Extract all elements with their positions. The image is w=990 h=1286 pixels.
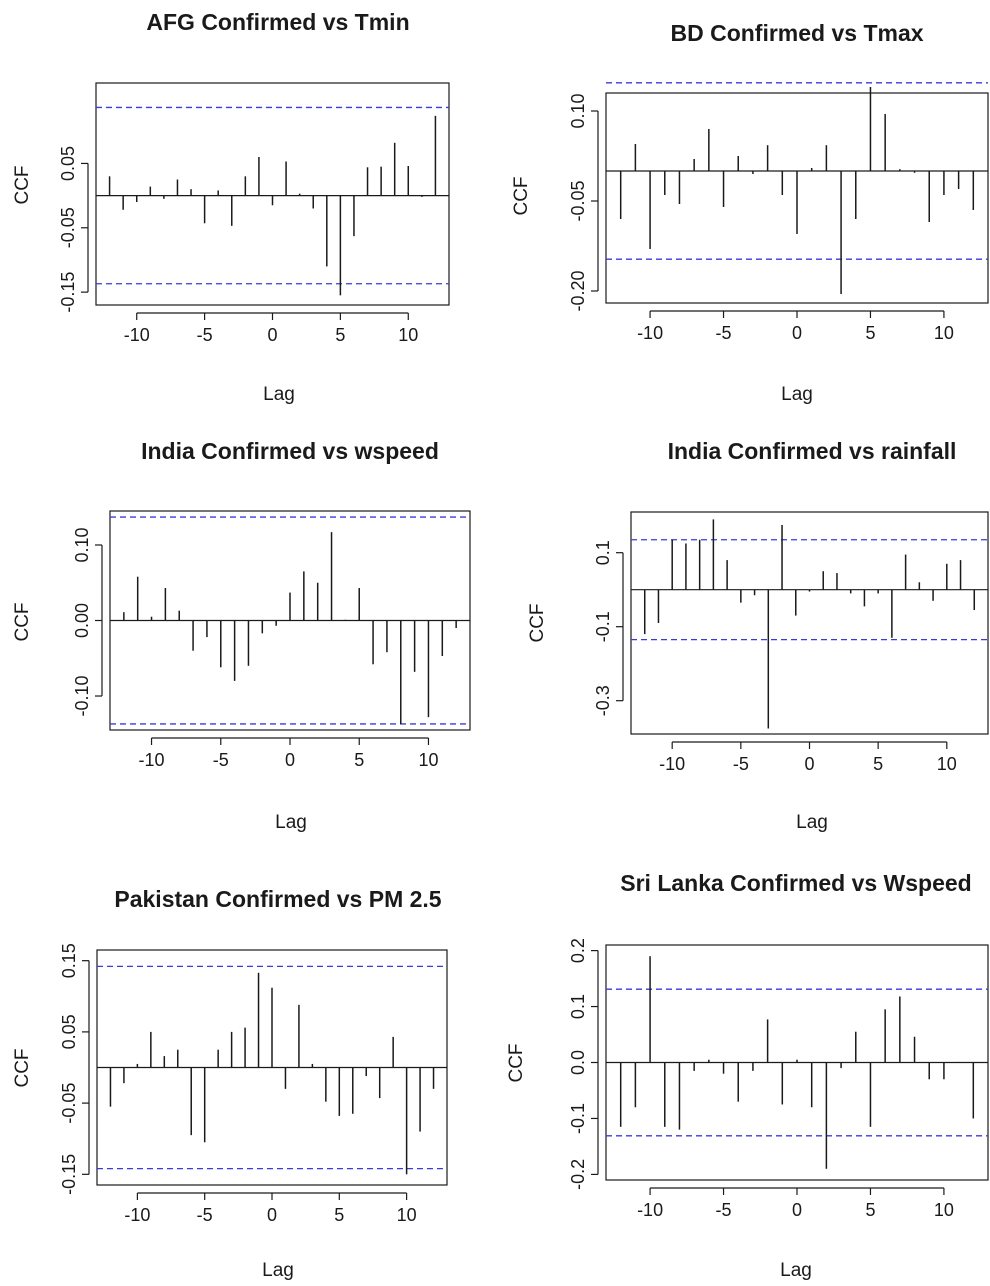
plot-frame: [630, 511, 989, 735]
plot-area: -10 -5 0 5 10 0.1 -0.1 -0.3: [593, 511, 989, 774]
y-tick-label: 0.00: [72, 603, 92, 638]
y-axis-label: CCF: [12, 602, 33, 641]
panel-title: AFG Confirmed vs Tmin: [146, 9, 409, 35]
x-tick-label: 5: [873, 754, 883, 774]
x-tick-label: 10: [397, 1205, 417, 1225]
x-tick-label: 5: [354, 750, 364, 770]
x-tick-label: 10: [937, 754, 957, 774]
y-tick-label: 0.05: [59, 1014, 79, 1049]
plot-area: -10 -5 0 5 10 0.05 -0.05 -0.15: [58, 82, 450, 345]
panel-title: India Confirmed vs wspeed: [141, 438, 439, 464]
ccf-panel: Pakistan Confirmed vs PM 2.5 CCF Lag -10…: [12, 886, 448, 1281]
y-axis-label: CCF: [506, 1043, 527, 1082]
ccf-panel: Sri Lanka Confirmed vs Wspeed CCF Lag -1…: [506, 870, 989, 1281]
y-tick-label: -0.20: [568, 270, 588, 311]
x-tick-label: -10: [637, 1200, 663, 1220]
x-tick-label: -10: [124, 1205, 150, 1225]
plot-area: -10 -5 0 5 10 0.15 0.05 -0.05 -0.15: [59, 943, 448, 1225]
x-axis-label: Lag: [262, 1260, 294, 1281]
y-axis-label: CCF: [12, 165, 33, 204]
y-tick-label: 0.10: [568, 93, 588, 128]
y-axis-label: CCF: [511, 176, 532, 215]
x-tick-label: -5: [213, 750, 229, 770]
x-tick-label: 0: [792, 1200, 802, 1220]
y-tick-label: 0.05: [58, 146, 78, 181]
x-tick-label: -5: [197, 1205, 213, 1225]
x-tick-label: 5: [334, 1205, 344, 1225]
x-tick-label: 10: [934, 1200, 954, 1220]
x-tick-label: -10: [637, 323, 663, 343]
x-tick-label: 0: [285, 750, 295, 770]
x-tick-label: -5: [197, 325, 213, 345]
x-tick-label: 10: [398, 325, 418, 345]
plot-frame: [95, 82, 450, 306]
y-tick-label: -0.05: [59, 1083, 79, 1124]
plot-area: -10 -5 0 5 10 0.10 0.00 -0.10: [72, 510, 471, 770]
x-tick-label: 10: [934, 323, 954, 343]
x-axis-label: Lag: [780, 1260, 812, 1281]
ccf-panel: India Confirmed vs rainfall CCF Lag -10-…: [527, 438, 989, 833]
x-axis-label: Lag: [275, 812, 307, 833]
y-tick-label: -0.15: [59, 1154, 79, 1195]
x-tick-label: 0: [804, 754, 814, 774]
y-axis-label: CCF: [12, 1048, 33, 1087]
x-tick-label: -5: [733, 754, 749, 774]
y-tick-label: -0.10: [72, 676, 92, 717]
x-tick-label: -10: [124, 325, 150, 345]
panel-title: India Confirmed vs rainfall: [668, 438, 957, 464]
y-tick-label: 0.0: [568, 1050, 588, 1075]
panel-title: BD Confirmed vs Tmax: [670, 20, 923, 46]
x-tick-label: -5: [716, 323, 732, 343]
y-tick-label: -0.1: [593, 611, 613, 642]
y-tick-label: -0.1: [568, 1103, 588, 1134]
x-tick-label: 0: [792, 323, 802, 343]
y-tick-label: 0.15: [59, 943, 79, 978]
y-tick-label: -0.15: [58, 272, 78, 313]
panel-title: Sri Lanka Confirmed vs Wspeed: [620, 870, 971, 896]
x-tick-label: -10: [659, 754, 685, 774]
y-tick-label: -0.3: [593, 685, 613, 716]
x-axis-label: Lag: [781, 384, 813, 405]
y-tick-label: 0.1: [593, 540, 613, 565]
y-tick-label: -0.05: [58, 207, 78, 248]
x-tick-label: -5: [716, 1200, 732, 1220]
y-tick-label: 0.2: [568, 938, 588, 963]
panel-title: Pakistan Confirmed vs PM 2.5: [114, 886, 441, 912]
x-tick-label: 5: [335, 325, 345, 345]
x-tick-label: 5: [865, 323, 875, 343]
y-tick-label: -0.05: [568, 180, 588, 221]
x-tick-label: 0: [267, 1205, 277, 1225]
y-tick-label: 0.10: [72, 527, 92, 562]
plot-area: -10 -5 0 5 10 0.2 0.1 0.0 -0.1 -0.2: [568, 938, 989, 1220]
plot-area: -10 -5 0 5 10 0.10 -0.05 -0.20: [568, 82, 989, 343]
plot-frame: [605, 92, 989, 304]
y-tick-label: 0.1: [568, 994, 588, 1019]
y-axis-label: CCF: [527, 603, 548, 642]
ccf-panel: India Confirmed vs wspeed CCF Lag -10 -5 0…: [12, 438, 471, 833]
x-tick-label: -10: [139, 750, 165, 770]
x-axis-label: Lag: [263, 384, 295, 405]
x-tick-label: 10: [418, 750, 438, 770]
x-tick-label: 0: [267, 325, 277, 345]
x-tick-label: 5: [865, 1200, 875, 1220]
ccf-panel: AFG Confirmed vs Tmin CCF Lag -10 -5 0 5 10 0…: [12, 9, 450, 405]
x-axis-label: Lag: [796, 812, 828, 833]
y-tick-label: -0.2: [568, 1159, 588, 1190]
ccf-panel: BD Confirmed vs Tmax CCF Lag -10 -5 0 5 10 0.…: [511, 20, 989, 405]
